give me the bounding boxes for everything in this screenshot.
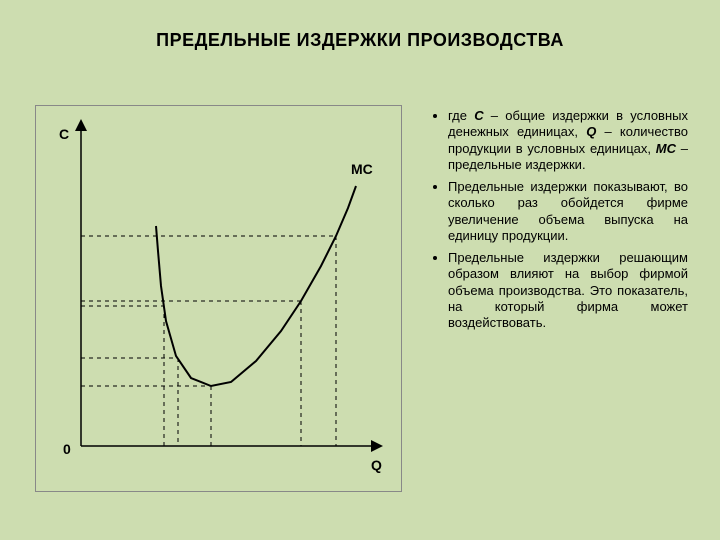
svg-text:Q: Q bbox=[371, 457, 382, 473]
svg-text:C: C bbox=[59, 126, 69, 142]
description-block: где С – общие издержки в условных денежн… bbox=[430, 108, 688, 337]
chart-container: C Q 0 MC bbox=[35, 105, 402, 492]
bullet-item: Предельные издержки решающим образом вли… bbox=[448, 250, 688, 331]
mc-chart: C Q 0 MC bbox=[36, 106, 401, 491]
page-title: ПРЕДЕЛЬНЫЕ ИЗДЕРЖКИ ПРОИЗВОДСТВА bbox=[0, 30, 720, 51]
svg-text:MC: MC bbox=[351, 161, 373, 177]
bullet-item: Предельные издержки показывают, во сколь… bbox=[448, 179, 688, 244]
bullet-list: где С – общие издержки в условных денежн… bbox=[430, 108, 688, 331]
svg-text:0: 0 bbox=[63, 441, 71, 457]
bullet-item: где С – общие издержки в условных денежн… bbox=[448, 108, 688, 173]
